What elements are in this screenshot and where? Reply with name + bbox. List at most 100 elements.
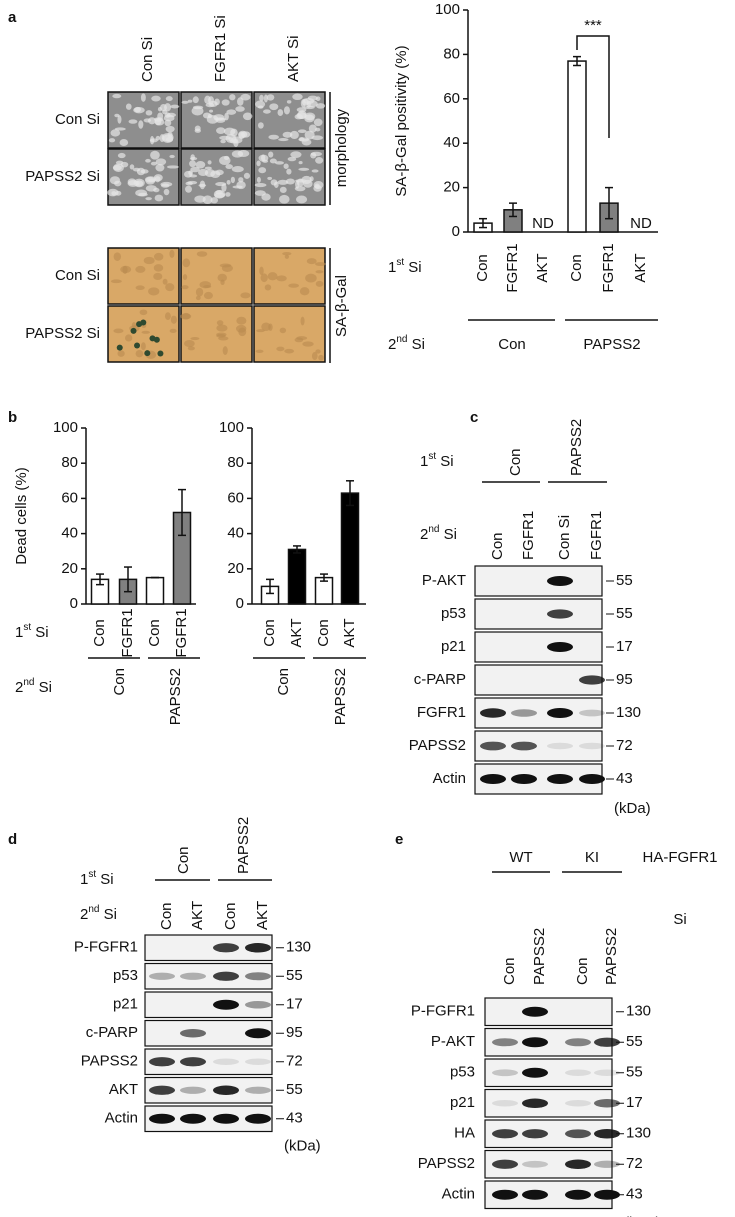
cell (213, 114, 225, 121)
band (511, 709, 537, 717)
panel-label: e (395, 831, 403, 848)
cell (213, 190, 226, 199)
cell (153, 252, 164, 261)
cell (147, 178, 156, 182)
side-label: SA-β-Gal (333, 275, 350, 337)
x-tick-label: AKT (534, 253, 551, 282)
cell (290, 151, 302, 159)
cell (194, 125, 201, 132)
band (594, 1099, 620, 1108)
group-label: PAPSS2 (167, 668, 184, 725)
error-bar (96, 573, 104, 586)
y-tick-label: 100 (435, 1, 460, 18)
cell (223, 127, 236, 136)
si-text: Si (404, 259, 422, 276)
cell (240, 93, 251, 101)
blot (484, 997, 613, 1027)
stained-cell (157, 350, 164, 357)
cell (255, 349, 264, 353)
cell (294, 114, 303, 120)
band (522, 1037, 548, 1048)
lane-label: Con (501, 957, 518, 985)
cell (236, 181, 246, 190)
significance-label: *** (584, 17, 602, 34)
cell (235, 324, 247, 333)
band (245, 1000, 271, 1009)
si-number: 1 (15, 624, 23, 641)
si-text: Si (31, 624, 49, 641)
cell (190, 166, 200, 173)
band (579, 774, 605, 784)
kda-label: 130 (286, 939, 311, 956)
cell (216, 127, 226, 135)
micrograph (180, 247, 253, 305)
y-tick-label: 0 (70, 595, 78, 612)
lane-label: FGFR1 (520, 511, 537, 560)
micrograph (107, 148, 180, 206)
cell (306, 258, 317, 265)
band (579, 709, 605, 717)
cell (237, 97, 244, 106)
band (180, 1029, 206, 1038)
y-tick-label: 80 (443, 45, 460, 62)
band (480, 774, 506, 784)
row-label: Con Si (55, 267, 100, 284)
cell (182, 274, 188, 280)
y-tick-label: 80 (61, 454, 78, 471)
lane-label: Con (574, 957, 591, 985)
x-tick-label: Con (315, 619, 332, 647)
band (213, 1058, 239, 1065)
kda-label: 43 (616, 770, 633, 787)
construct-label: HA-FGFR1 (643, 849, 718, 866)
blot-label: p21 (441, 638, 466, 655)
cell (296, 107, 307, 113)
kda-label: 72 (626, 1155, 643, 1172)
si-superscript: nd (23, 677, 34, 688)
cell (225, 164, 233, 170)
cell (145, 197, 152, 201)
band (522, 1006, 548, 1017)
blot-label: P-AKT (431, 1033, 475, 1050)
cell (282, 251, 292, 256)
error-bar (509, 202, 517, 218)
y-tick-label: 40 (443, 134, 460, 151)
group-label: PAPSS2 (235, 817, 252, 874)
si-superscript: st (23, 622, 31, 633)
cell (242, 112, 253, 121)
cell (276, 346, 285, 352)
group-label: Con (175, 846, 192, 874)
band (213, 971, 239, 981)
cell (170, 315, 177, 324)
cell (139, 309, 148, 316)
significance-bracket (576, 35, 610, 138)
cell (192, 105, 204, 110)
si-superscript: nd (88, 904, 99, 915)
blot (474, 631, 603, 663)
cell (157, 106, 162, 112)
band (492, 1129, 518, 1139)
y-axis-label: Dead cells (%) (13, 467, 30, 565)
row-label: PAPSS2 Si (25, 168, 100, 185)
cell (135, 349, 144, 358)
cell (315, 349, 321, 354)
kda-label: 55 (286, 1081, 303, 1098)
band (149, 1113, 175, 1124)
cell (315, 262, 326, 267)
cell (313, 118, 323, 127)
cell (132, 167, 141, 172)
cell (145, 110, 153, 116)
cell (277, 179, 289, 185)
cell (305, 273, 317, 283)
x-tick-label: FGFR1 (600, 243, 617, 292)
lane-label: FGFR1 (588, 511, 605, 560)
cell (207, 160, 212, 165)
cell (141, 330, 150, 334)
cell (214, 98, 220, 106)
cell (307, 95, 318, 101)
band (492, 1100, 518, 1107)
cell (257, 122, 264, 129)
cell (298, 161, 303, 165)
panel-label: d (8, 831, 17, 848)
cell (221, 99, 230, 106)
